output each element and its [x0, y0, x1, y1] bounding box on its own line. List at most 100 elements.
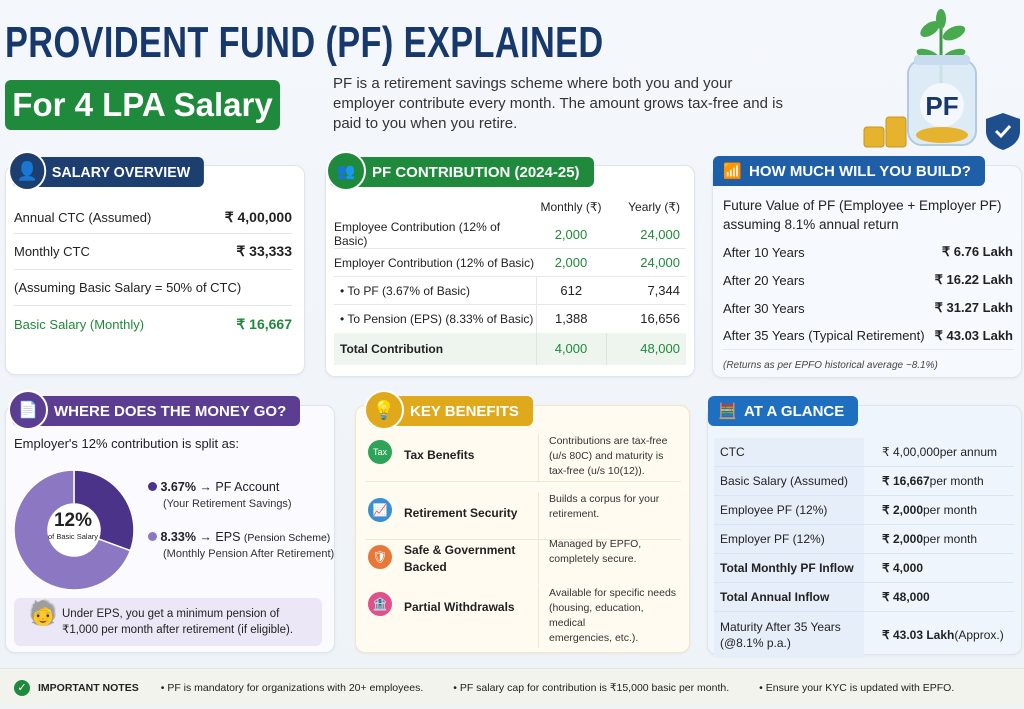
legend-dot	[148, 482, 157, 491]
benefit-name: Retirement Security	[404, 506, 518, 520]
important-notes-bar: ✓ IMPORTANT NOTES • PF is mandatory for …	[0, 668, 1024, 706]
benefit-desc: Managed by EPFO, completely secure.	[538, 537, 641, 585]
row-label: After 10 Years	[723, 244, 805, 260]
benefit-name: Partial Withdrawals	[404, 600, 515, 614]
intro-line: Future Value of PF (Employee + Employer …	[723, 198, 1002, 213]
notes-title: IMPORTANT NOTES	[38, 681, 139, 694]
col-header: Monthly (₹)	[540, 200, 602, 214]
people-icon: 👥	[326, 151, 366, 191]
bar-chart-icon: 📶	[723, 163, 742, 180]
section-title: SALARY OVERVIEW	[51, 163, 191, 181]
benefit-name: Safe & Government Backed	[404, 543, 516, 574]
elderly-person-icon: 🧓	[28, 600, 58, 627]
legend-eps: 8.33% → EPS (Pension Scheme) (Monthly Pe…	[148, 530, 334, 560]
pf-contribution-panel: Monthly (₹) Yearly (₹) Employee Contribut…	[325, 165, 695, 377]
key-benefits-panel: Tax Tax Benefits Contributions are tax-f…	[355, 405, 690, 653]
glance-label: Maturity After 35 Years (@8.1% p.a.)	[714, 612, 864, 658]
returns-note: (Returns as per EPFO historical average …	[723, 360, 938, 371]
note-item: • PF is mandatory for organizations with…	[160, 681, 424, 694]
growth-chart-icon: 📈	[368, 498, 392, 522]
glance-row: Maturity After 35 Years (@8.1% p.a.) ₹ 43…	[714, 612, 1014, 658]
glance-row: Employee PF (12%) ₹ 2,000 per month	[714, 496, 1014, 525]
center-label: of Basic Salary	[47, 532, 99, 541]
money-split-panel: Employer's 12% contribution is split as:…	[5, 405, 335, 653]
center-value: 12%	[53, 510, 93, 531]
page-title: PROVIDENT FUND (PF) EXPLAINED	[5, 18, 604, 67]
glance-value: ₹ 48,000	[882, 590, 930, 604]
glance-value: ₹ 43.03 Lakh (Approx.)	[882, 628, 1004, 642]
glance-label: Employer PF (12%)	[714, 525, 864, 553]
glance-label: Basic Salary (Assumed)	[714, 467, 864, 495]
benefit-desc: Contributions are tax-free (u/s 80C) and …	[538, 434, 667, 481]
row-label: (Assuming Basic Salary = 50% of CTC)	[14, 280, 242, 295]
row-label: After 20 Years	[723, 272, 805, 288]
row-value: ₹ 31.27 Lakh	[934, 300, 1013, 315]
glance-value: ₹ 2,000 per month	[882, 503, 978, 517]
split-donut-chart	[13, 469, 135, 591]
contribution-table: Monthly (₹) Yearly (₹) Employee Contribut…	[334, 194, 686, 365]
table-row: • To PF (3.67% of Basic) 612 7,344	[334, 276, 686, 305]
at-a-glance-panel: CTC ₹ 4,00,000 per annum Basic Salary (As…	[707, 405, 1022, 658]
note-item: • Ensure your KYC is updated with EPFO.	[759, 681, 955, 694]
glance-label: CTC	[714, 438, 864, 466]
section-title: AT A GLANCE	[744, 402, 845, 420]
glance-row: Total Annual Inflow ₹ 48,000	[714, 583, 1014, 612]
coins-icon	[863, 116, 907, 148]
section-title: PF CONTRIBUTION (2024-25)	[372, 163, 580, 181]
glance-value: ₹ 4,00,000 per annum	[882, 445, 998, 459]
col-header: Yearly (₹)	[628, 200, 680, 214]
note-item: • PF salary cap for contribution is ₹15,…	[453, 681, 730, 694]
benefit-desc: Builds a corpus for your retirement.	[538, 492, 659, 539]
total-row: Total Contribution 4,000 48,000	[334, 332, 686, 365]
donut-center: 12% of Basic Salary	[16, 510, 130, 541]
glance-value: ₹ 16,667 per month	[882, 474, 984, 488]
at-a-glance-header: 🧮 AT A GLANCE	[708, 396, 859, 426]
money-split-header: 📄 WHERE DOES THE MONEY GO?	[8, 390, 301, 430]
tax-icon: Tax	[368, 440, 392, 464]
table-row: Employee Contribution (12% of Basic) 2,00…	[334, 220, 686, 249]
glance-row: Employer PF (12%) ₹ 2,000 per month	[714, 525, 1014, 554]
pf-jar-illustration: PF	[863, 9, 1020, 150]
row-value: ₹ 16.22 Lakh	[934, 272, 1013, 287]
lightbulb-icon: 💡	[364, 390, 404, 430]
section-title: HOW MUCH WILL YOU BUILD?	[749, 162, 971, 180]
glance-value: ₹ 2,000 per month	[882, 532, 978, 546]
row-value: ₹ 4,00,000	[224, 208, 292, 225]
eps-note: 🧓 Under EPS, you get a minimum pension o…	[14, 598, 322, 646]
future-value-panel: Future Value of PF (Employee + Employer …	[712, 165, 1022, 378]
benefit-item: 🏦 Partial Withdrawals Available for spec…	[366, 586, 681, 648]
table-row: Employer Contribution (12% of Basic) 2,00…	[334, 249, 686, 277]
salary-overview-header: 👤 SALARY OVERVIEW	[8, 151, 204, 191]
shield-check-icon	[986, 113, 1020, 150]
description: PF is a retirement savings scheme where …	[333, 75, 783, 132]
row-label: After 35 Years (Typical Retirement)	[723, 328, 925, 343]
section-title: KEY BENEFITS	[410, 402, 519, 420]
row-label: Monthly CTC	[14, 244, 90, 259]
salary-badge: For 4 LPA Salary	[5, 80, 280, 130]
split-intro: Employer's 12% contribution is split as:	[14, 436, 240, 451]
pf-contribution-header: 👥 PF CONTRIBUTION (2024-25)	[326, 151, 594, 191]
jar-label: PF	[925, 91, 958, 121]
glance-row: Basic Salary (Assumed) ₹ 16,667 per mont…	[714, 467, 1014, 496]
check-circle-icon: ✓	[14, 679, 30, 696]
intro-line: assuming 8.1% annual return	[723, 217, 899, 232]
shield-icon: 🛡	[368, 545, 392, 569]
benefit-item: Tax Tax Benefits Contributions are tax-f…	[366, 434, 681, 482]
section-title: WHERE DOES THE MONEY GO?	[54, 402, 287, 420]
key-benefits-header: 💡 KEY BENEFITS	[364, 390, 533, 430]
benefit-item: 📈 Retirement Security Builds a corpus fo…	[366, 492, 681, 540]
glance-label: Total Annual Inflow	[714, 583, 864, 611]
benefit-name: Tax Benefits	[404, 448, 475, 462]
row-label: Annual CTC (Assumed)	[14, 209, 152, 225]
glance-label: Total Monthly PF Inflow	[714, 554, 864, 582]
legend-dot	[148, 532, 157, 541]
user-icon: 👤	[8, 151, 47, 191]
row-label: After 30 Years	[723, 300, 805, 316]
salary-overview-panel: Annual CTC (Assumed) ₹ 4,00,000 Monthly C…	[5, 165, 305, 375]
row-value: ₹ 16,667	[236, 315, 292, 332]
row-label: Basic Salary (Monthly)	[14, 316, 145, 332]
benefit-item: 🛡 Safe & Government Backed Managed by EPF…	[366, 537, 681, 585]
row-value: ₹ 43.03 Lakh	[934, 327, 1013, 343]
glance-value: ₹ 4,000	[882, 561, 923, 575]
row-value: ₹ 6.76 Lakh	[941, 244, 1013, 259]
